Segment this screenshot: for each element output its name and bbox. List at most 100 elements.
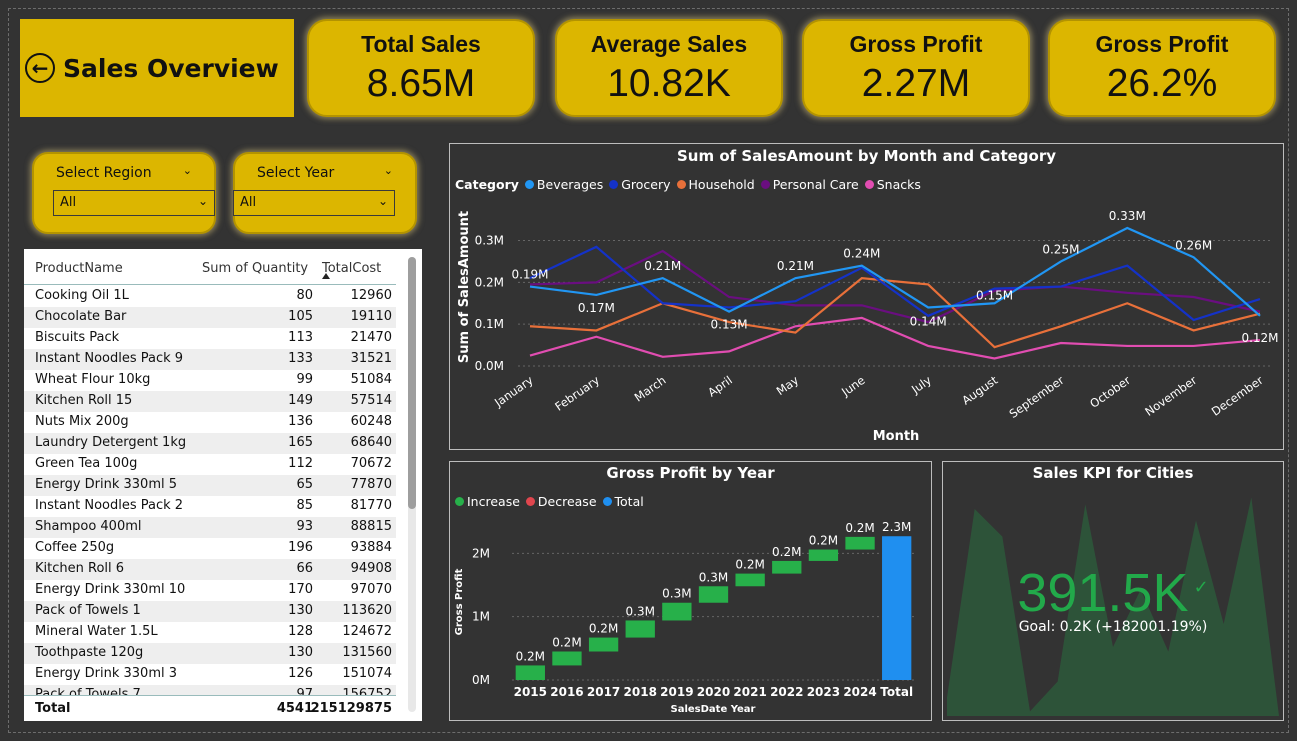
- quantity-cell: 130: [288, 603, 313, 618]
- chevron-down-icon[interactable]: ⌄: [182, 164, 192, 177]
- legend-dot: [760, 180, 770, 189]
- legend-label: Beverages: [536, 177, 604, 192]
- x-tick-label: 2018: [624, 685, 657, 699]
- table-row[interactable]: Biscuits Pack 113 21470: [24, 328, 396, 349]
- product-name-cell: Energy Drink 330ml 5: [35, 477, 178, 492]
- quantity-cell: 105: [288, 309, 313, 324]
- column-header-product[interactable]: ProductName: [35, 261, 123, 276]
- series-line-household[interactable]: [529, 277, 1261, 349]
- legend-item[interactable]: Decrease: [525, 494, 597, 509]
- legend-dot: [864, 180, 874, 189]
- table-row[interactable]: Kitchen Roll 6 66 94908: [24, 559, 396, 580]
- increase-bar[interactable]: [772, 560, 802, 574]
- table-scrollbar[interactable]: [408, 257, 416, 712]
- increase-bar[interactable]: [588, 637, 619, 652]
- quantity-cell: 133: [288, 351, 313, 366]
- increase-bar[interactable]: [662, 602, 692, 621]
- line-chart-legend: Category Beverages Grocery Household Person…: [455, 177, 927, 192]
- increase-bar[interactable]: [515, 665, 545, 680]
- table-row[interactable]: Cooking Oil 1L 80 12960: [24, 286, 396, 307]
- legend-item[interactable]: Personal Care: [760, 177, 859, 192]
- total-bar[interactable]: [882, 536, 912, 680]
- cost-cell: 81770: [350, 498, 392, 513]
- sort-ascending-icon: [322, 273, 330, 279]
- increase-bar[interactable]: [735, 573, 765, 587]
- x-axis-title: Month: [873, 429, 920, 444]
- series-line-grocery[interactable]: [529, 245, 1261, 322]
- data-label: 0.2M: [845, 521, 874, 535]
- chevron-down-icon[interactable]: ⌄: [383, 164, 393, 177]
- back-arrow-icon[interactable]: ←: [25, 53, 55, 83]
- x-tick-label: April: [705, 373, 735, 400]
- y-tick-label: 0.0M: [475, 359, 504, 373]
- table-row[interactable]: Shampoo 400ml 93 88815: [24, 517, 396, 538]
- waterfall-panel: Gross Profit by Year Increase Decrease Tot…: [449, 461, 932, 721]
- slicer-year: Select Year ⌄ All ⌄: [233, 152, 417, 234]
- table-row[interactable]: Mineral Water 1.5L 128 124672: [24, 622, 396, 643]
- table-row[interactable]: Chocolate Bar 105 19110: [24, 307, 396, 328]
- table-row[interactable]: Pack of Towels 1 130 113620: [24, 601, 396, 622]
- increase-bar[interactable]: [552, 651, 582, 666]
- page-title: Sales Overview: [63, 53, 279, 83]
- product-name-cell: Instant Noodles Pack 9: [35, 351, 184, 366]
- table-row[interactable]: Toothpaste 120g 130 131560: [24, 643, 396, 664]
- increase-bar[interactable]: [808, 549, 839, 561]
- table-row[interactable]: Laundry Detergent 1kg 165 68640: [24, 433, 396, 454]
- data-label: 0.17M: [578, 301, 615, 315]
- series-line-beverages[interactable]: [529, 226, 1261, 317]
- legend-item[interactable]: Beverages: [524, 177, 604, 192]
- table-row[interactable]: Coffee 250g 196 93884: [24, 538, 396, 559]
- kpi-card-total-sales: Total Sales 8.65M: [307, 19, 535, 117]
- product-name-cell: Coffee 250g: [35, 540, 115, 555]
- cost-cell: 21470: [350, 330, 392, 345]
- legend-item[interactable]: Household: [676, 177, 755, 192]
- total-quantity: 4541: [276, 701, 313, 716]
- legend-item[interactable]: Snacks: [864, 177, 921, 192]
- legend-dot: [524, 180, 534, 189]
- waterfall-title: Gross Profit by Year: [606, 464, 775, 482]
- increase-bar[interactable]: [698, 586, 729, 603]
- table-row[interactable]: Kitchen Roll 15 149 57514: [24, 391, 396, 412]
- quantity-cell: 65: [296, 477, 313, 492]
- table-row[interactable]: Energy Drink 330ml 10 170 97070: [24, 580, 396, 601]
- table-row[interactable]: Instant Noodles Pack 2 85 81770: [24, 496, 396, 517]
- table-row[interactable]: Energy Drink 330ml 3 126 151074: [24, 664, 396, 685]
- cost-cell: 88815: [350, 519, 392, 534]
- total-cost: 215129875: [310, 701, 392, 716]
- legend-item[interactable]: Grocery: [609, 177, 671, 192]
- product-name-cell: Kitchen Roll 15: [35, 393, 133, 408]
- product-name-cell: Mineral Water 1.5L: [35, 624, 158, 639]
- product-name-cell: Shampoo 400ml: [35, 519, 142, 534]
- legend-label: Increase: [467, 494, 520, 509]
- legend-item[interactable]: Increase: [455, 494, 520, 509]
- product-name-cell: Kitchen Roll 6: [35, 561, 125, 576]
- region-dropdown[interactable]: All ⌄: [53, 190, 215, 216]
- column-header-quantity[interactable]: Sum of Quantity: [202, 261, 309, 276]
- series-line-snacks[interactable]: [529, 316, 1261, 360]
- table-header: ProductName Sum of Quantity TotalCost: [24, 249, 396, 285]
- series-line-personal-care[interactable]: [529, 249, 1261, 324]
- increase-bar[interactable]: [625, 620, 655, 638]
- legend-label: Total: [614, 494, 644, 509]
- scrollbar-thumb[interactable]: [408, 257, 416, 509]
- waterfall-legend: Increase Decrease Total: [455, 494, 650, 509]
- table-row[interactable]: Nuts Mix 200g 136 60248: [24, 412, 396, 433]
- increase-bar[interactable]: [845, 536, 875, 550]
- data-label: 0.13M: [711, 318, 748, 332]
- data-label: 0.2M: [516, 649, 545, 663]
- table-row[interactable]: Green Tea 100g 112 70672: [24, 454, 396, 475]
- table-row[interactable]: Energy Drink 330ml 5 65 77870: [24, 475, 396, 496]
- table-row[interactable]: Wheat Flour 10kg 99 51084: [24, 370, 396, 391]
- table-row[interactable]: Instant Noodles Pack 9 133 31521: [24, 349, 396, 370]
- data-label: 0.2M: [772, 545, 801, 559]
- x-axis-title: SalesDate Year: [671, 704, 756, 715]
- x-tick-label: October: [1087, 373, 1133, 411]
- quantity-cell: 130: [288, 645, 313, 660]
- legend-dot: [609, 180, 619, 189]
- legend-item[interactable]: Total: [602, 494, 644, 509]
- cost-cell: 57514: [350, 393, 392, 408]
- year-dropdown[interactable]: All ⌄: [233, 190, 395, 216]
- column-header-cost[interactable]: TotalCost: [322, 261, 382, 276]
- title-box: ← Sales Overview: [20, 19, 294, 117]
- kpi-label: Total Sales: [361, 31, 481, 57]
